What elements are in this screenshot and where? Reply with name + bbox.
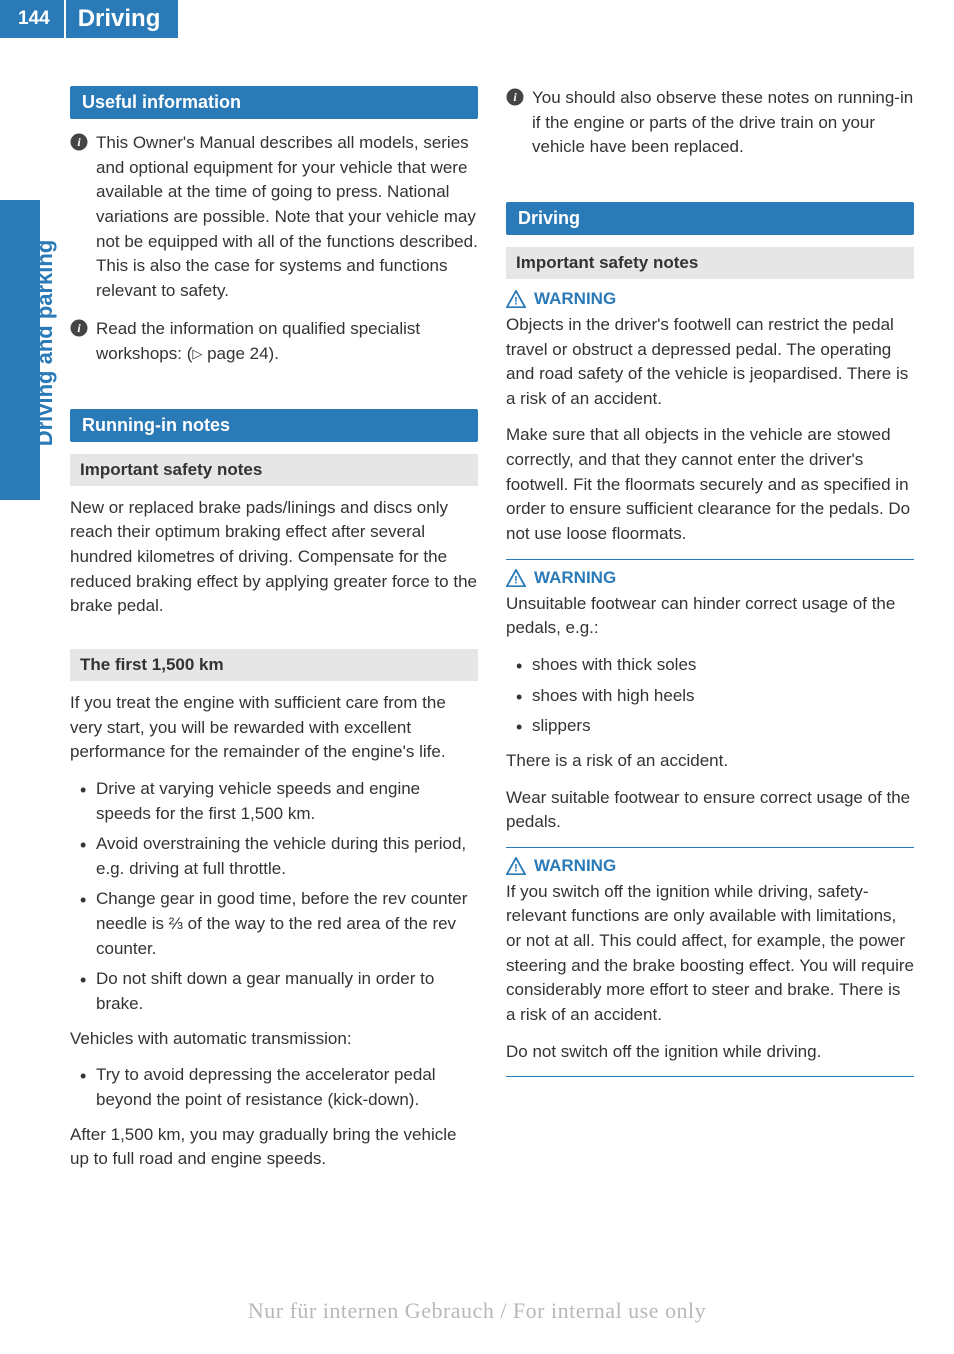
list-item: Try to avoid depressing the accelerator … [84, 1063, 478, 1112]
after-1500-text: After 1,500 km, you may gradually bring … [70, 1123, 478, 1172]
section-driving: Driving [506, 202, 914, 235]
auto-transmission-bullets: Try to avoid depressing the accelerator … [70, 1063, 478, 1112]
svg-text:!: ! [514, 295, 518, 307]
warning-triangle-icon: ! [506, 290, 526, 308]
list-item: shoes with thick soles [520, 653, 914, 678]
info-1-text: This Owner's Manual describes all models… [96, 131, 478, 303]
svg-text:!: ! [514, 862, 518, 874]
warning-3-p2: Do not switch off the ignition while dri… [506, 1040, 914, 1065]
warning-header-1: ! WARNING [506, 289, 914, 309]
list-item: Change gear in good time, before the rev… [84, 887, 478, 961]
warning-label: WARNING [534, 289, 616, 309]
subsection-important-safety-notes-2: Important safety notes [506, 247, 914, 279]
section-running-in-notes: Running-in notes [70, 409, 478, 442]
warning-header-2: ! WARNING [506, 568, 914, 588]
warning-2-p2: There is a risk of an accident. [506, 749, 914, 774]
warning-1-p1: Objects in the driver's footwell can res… [506, 313, 914, 412]
page-header: 144 Driving [0, 0, 954, 38]
info-top-right-text: You should also observe these notes on r… [532, 86, 914, 160]
page-number: 144 [0, 0, 64, 38]
side-tab-label: Driving and parking [32, 213, 58, 473]
list-item: Avoid overstraining the vehicle during t… [84, 832, 478, 881]
list-item: Do not shift down a gear manually in ord… [84, 967, 478, 1016]
footer-watermark: Nur für internen Gebrauch / For internal… [0, 1298, 954, 1324]
info-note-top-right: i You should also observe these notes on… [506, 86, 914, 160]
svg-text:!: ! [514, 574, 518, 586]
section-useful-information: Useful information [70, 86, 478, 119]
list-item: slippers [520, 714, 914, 739]
list-item: Drive at varying vehicle speeds and engi… [84, 777, 478, 826]
info-note-1: i This Owner's Manual describes all mode… [70, 131, 478, 303]
first-1500-bullets: Drive at varying vehicle speeds and engi… [70, 777, 478, 1017]
warning-2-p1: Unsuitable footwear can hinder correct u… [506, 592, 914, 641]
subsection-first-1500-km: The first 1,500 km [70, 649, 478, 681]
warning-triangle-icon: ! [506, 857, 526, 875]
warning-label: WARNING [534, 856, 616, 876]
info-2-text-b: page 24). [202, 344, 279, 363]
content-area: Useful information i This Owner's Manual… [0, 38, 954, 1204]
list-item: shoes with high heels [520, 684, 914, 709]
info-note-2: i Read the information on qualified spec… [70, 317, 478, 366]
warning-2-p3: Wear suitable footwear to ensure correct… [506, 786, 914, 835]
auto-transmission-label: Vehicles with automatic transmission: [70, 1027, 478, 1052]
warning-triangle-icon: ! [506, 569, 526, 587]
warning-divider [506, 559, 914, 560]
page-title: Driving [66, 0, 179, 38]
warning-divider [506, 847, 914, 848]
page-ref-icon: ▷ [192, 346, 202, 361]
right-column: i You should also observe these notes on… [506, 86, 914, 1184]
warning-divider [506, 1076, 914, 1077]
left-column: Useful information i This Owner's Manual… [70, 86, 478, 1184]
subsection-important-safety-notes: Important safety notes [70, 454, 478, 486]
info-icon: i [70, 133, 88, 151]
warning-1-p2: Make sure that all objects in the vehicl… [506, 423, 914, 546]
info-icon: i [70, 319, 88, 337]
first-1500-intro: If you treat the engine with sufficient … [70, 691, 478, 765]
warning-label: WARNING [534, 568, 616, 588]
running-in-body: New or replaced brake pads/linings and d… [70, 496, 478, 619]
warning-3-p1: If you switch off the ignition while dri… [506, 880, 914, 1028]
info-icon: i [506, 88, 524, 106]
info-2-text: Read the information on qualified specia… [96, 317, 478, 366]
warning-2-bullets: shoes with thick soles shoes with high h… [506, 653, 914, 739]
warning-header-3: ! WARNING [506, 856, 914, 876]
